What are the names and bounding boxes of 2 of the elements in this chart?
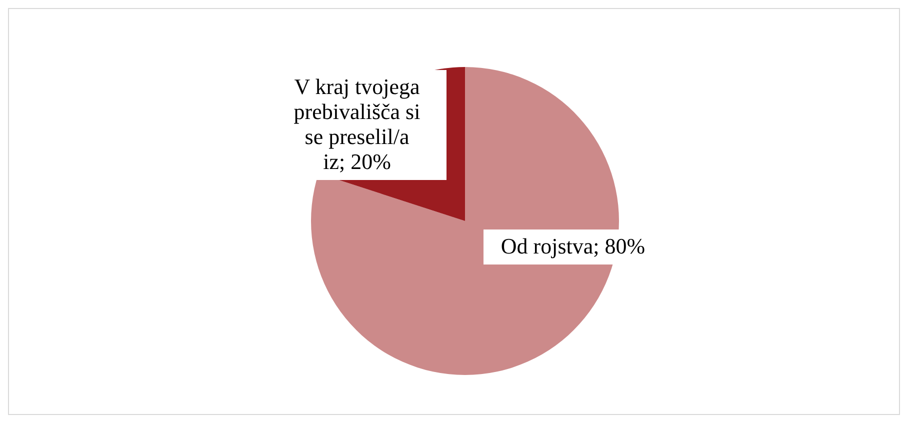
slice-label: V kraj tvojega prebivališča si se preselil/a iz; 20% (294, 74, 420, 174)
slice-label: Od rojstva; 80% (500, 234, 646, 258)
